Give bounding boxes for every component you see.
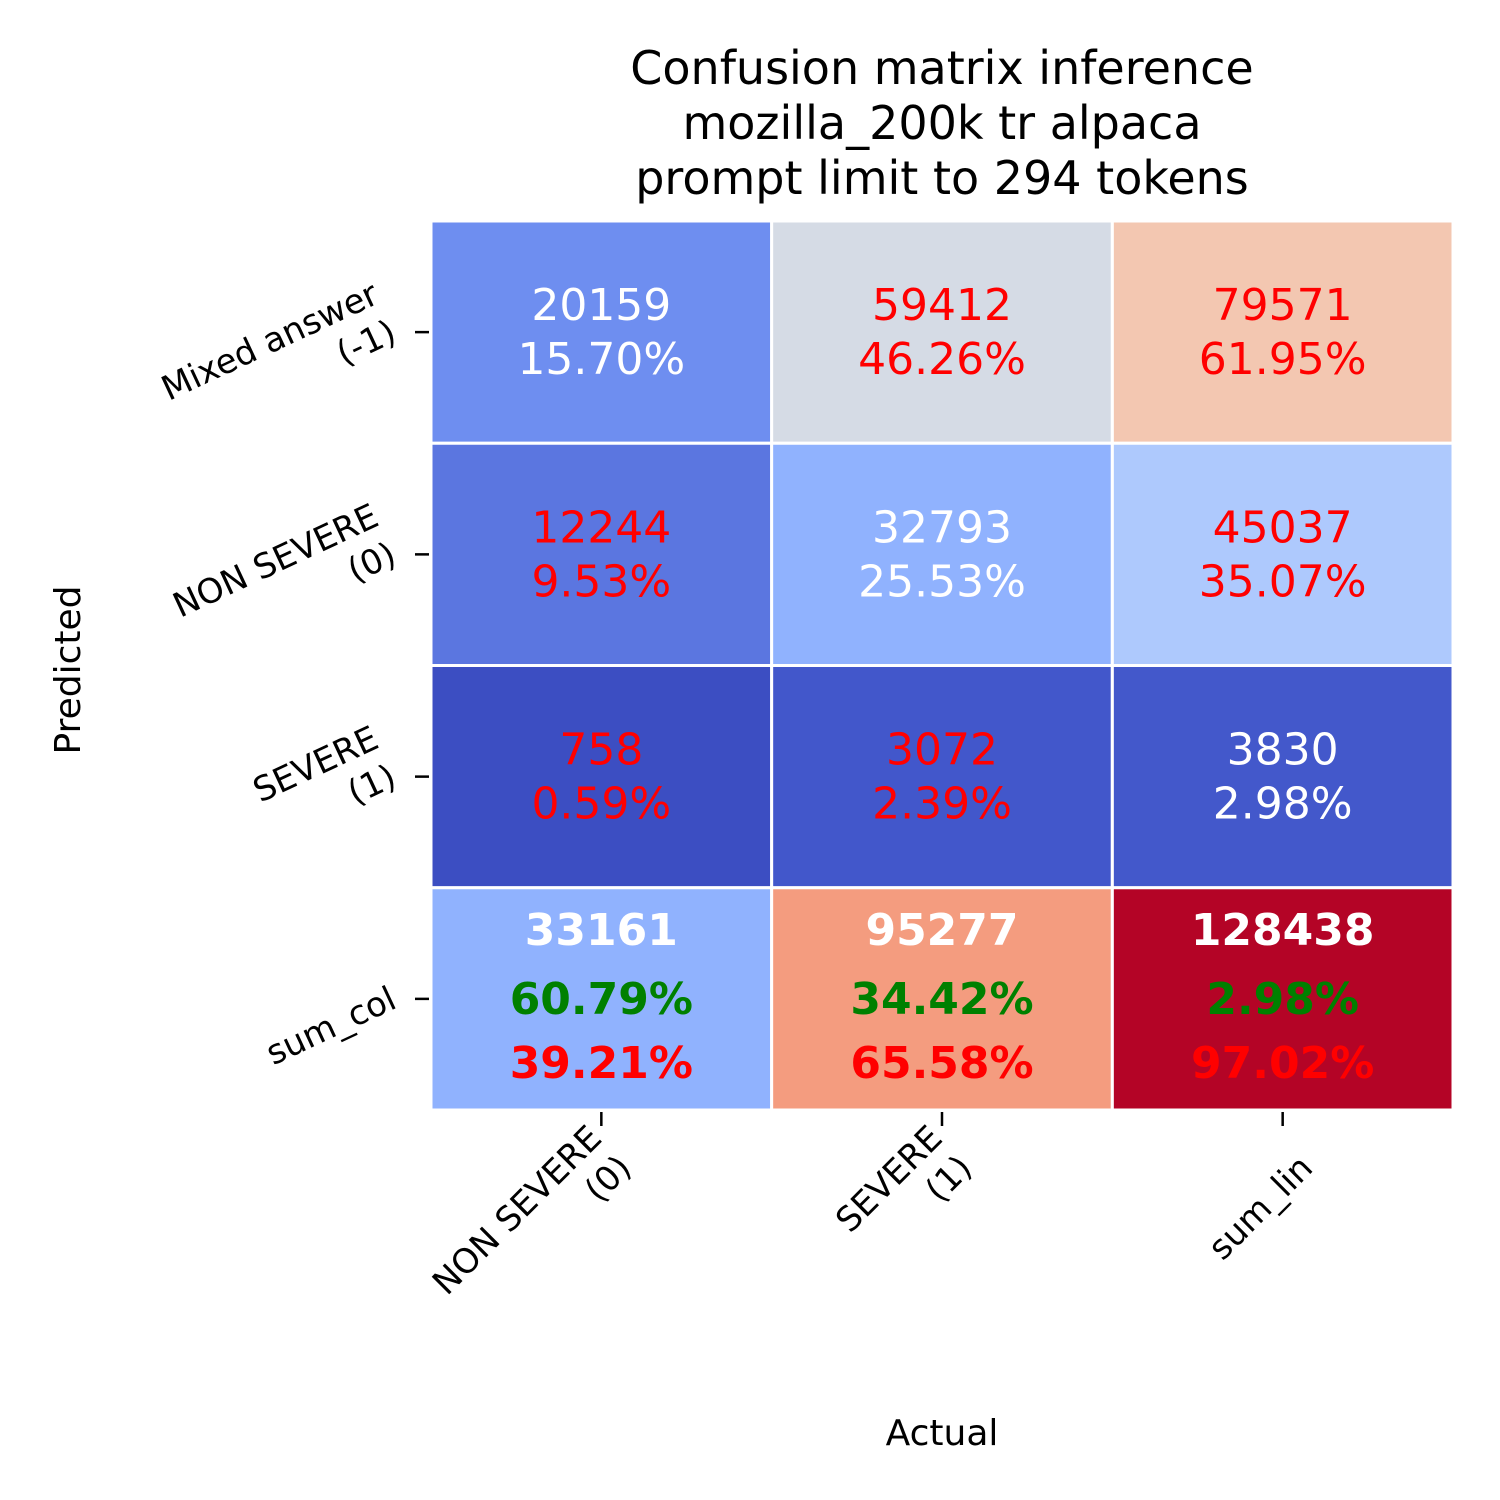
cell-percent-label: 9.53% (531, 556, 671, 607)
cell-count-label: 45037 (1213, 502, 1353, 553)
cell-count-label: 32793 (872, 502, 1012, 553)
cell-count-label: 59412 (872, 280, 1012, 331)
y-axis-ticks: Mixed answer(-1) NON SEVERE(0) SEVERE(1) su… (156, 274, 429, 1074)
heatmap-cell (1110, 219, 1455, 445)
sum-row-cell (429, 886, 774, 1112)
cell-percent-label: 61.95% (1199, 334, 1367, 385)
y-tick-label: sum_col (260, 979, 402, 1074)
heatmap-cell (429, 664, 774, 890)
y-tick-label: Mixed answer(-1) (156, 274, 403, 447)
sum-count-label: 128438 (1191, 905, 1375, 956)
heatmap-cell (770, 441, 1114, 667)
heatmap-cell (770, 664, 1114, 890)
cell-percent-label: 46.26% (858, 334, 1026, 385)
y-tick-label: NON SEVERE(0) (167, 496, 402, 664)
chart-title-line: mozilla_200k tr alpaca (682, 96, 1201, 150)
sum-count-label: 33161 (525, 905, 678, 956)
sum-incorrect-percent-label: 97.02% (1191, 1038, 1374, 1089)
x-tick-label: sum_lin (1201, 1148, 1321, 1268)
cell-count-label: 20159 (531, 280, 671, 331)
sum-row-cell (1110, 886, 1455, 1112)
cell-count-label: 79571 (1213, 280, 1353, 331)
sum-incorrect-percent-label: 65.58% (850, 1038, 1033, 1089)
x-axis-label: Actual (886, 1413, 999, 1454)
cell-count-label: 12244 (531, 502, 671, 553)
x-tick-label: NON SEVERE(0) (425, 1118, 640, 1333)
cell-count-label: 3830 (1227, 725, 1339, 776)
heatmap-cell (429, 441, 774, 667)
y-tick-label: SEVERE(1) (247, 719, 402, 849)
chart-title-line: Confusion matrix inference (630, 41, 1253, 95)
cell-percent-label: 35.07% (1199, 556, 1367, 607)
x-axis-ticks: NON SEVERE(0) SEVERE(1) sum_lin (425, 1112, 1321, 1333)
heatmap-cell (1110, 664, 1455, 890)
chart-title-line: prompt limit to 294 tokens (635, 151, 1249, 205)
y-tick-label-line: sum_col (260, 979, 402, 1074)
sum-correct-percent-label: 2.98% (1206, 974, 1359, 1025)
cell-count-label: 758 (559, 725, 643, 776)
heatmap-cell (770, 219, 1114, 445)
heatmap-cell (1110, 441, 1455, 667)
x-tick-label: SEVERE(1) (828, 1118, 980, 1270)
cell-percent-label: 2.39% (872, 779, 1012, 830)
x-tick-label-line: NON SEVERE (425, 1118, 610, 1303)
sum-row-cell (770, 886, 1114, 1112)
cell-percent-label: 0.59% (531, 779, 671, 830)
y-axis-label: Predicted (48, 586, 89, 755)
cell-percent-label: 25.53% (858, 556, 1026, 607)
heatmap-cell (429, 219, 774, 445)
cell-percent-label: 2.98% (1213, 779, 1353, 830)
cell-percent-label: 15.70% (517, 334, 685, 385)
x-tick-label-line: sum_lin (1201, 1148, 1321, 1268)
sum-count-label: 95277 (865, 905, 1018, 956)
sum-correct-percent-label: 60.79% (510, 974, 693, 1025)
sum-correct-percent-label: 34.42% (850, 974, 1033, 1025)
cell-count-label: 3072 (886, 725, 998, 776)
sum-incorrect-percent-label: 39.21% (510, 1038, 693, 1089)
